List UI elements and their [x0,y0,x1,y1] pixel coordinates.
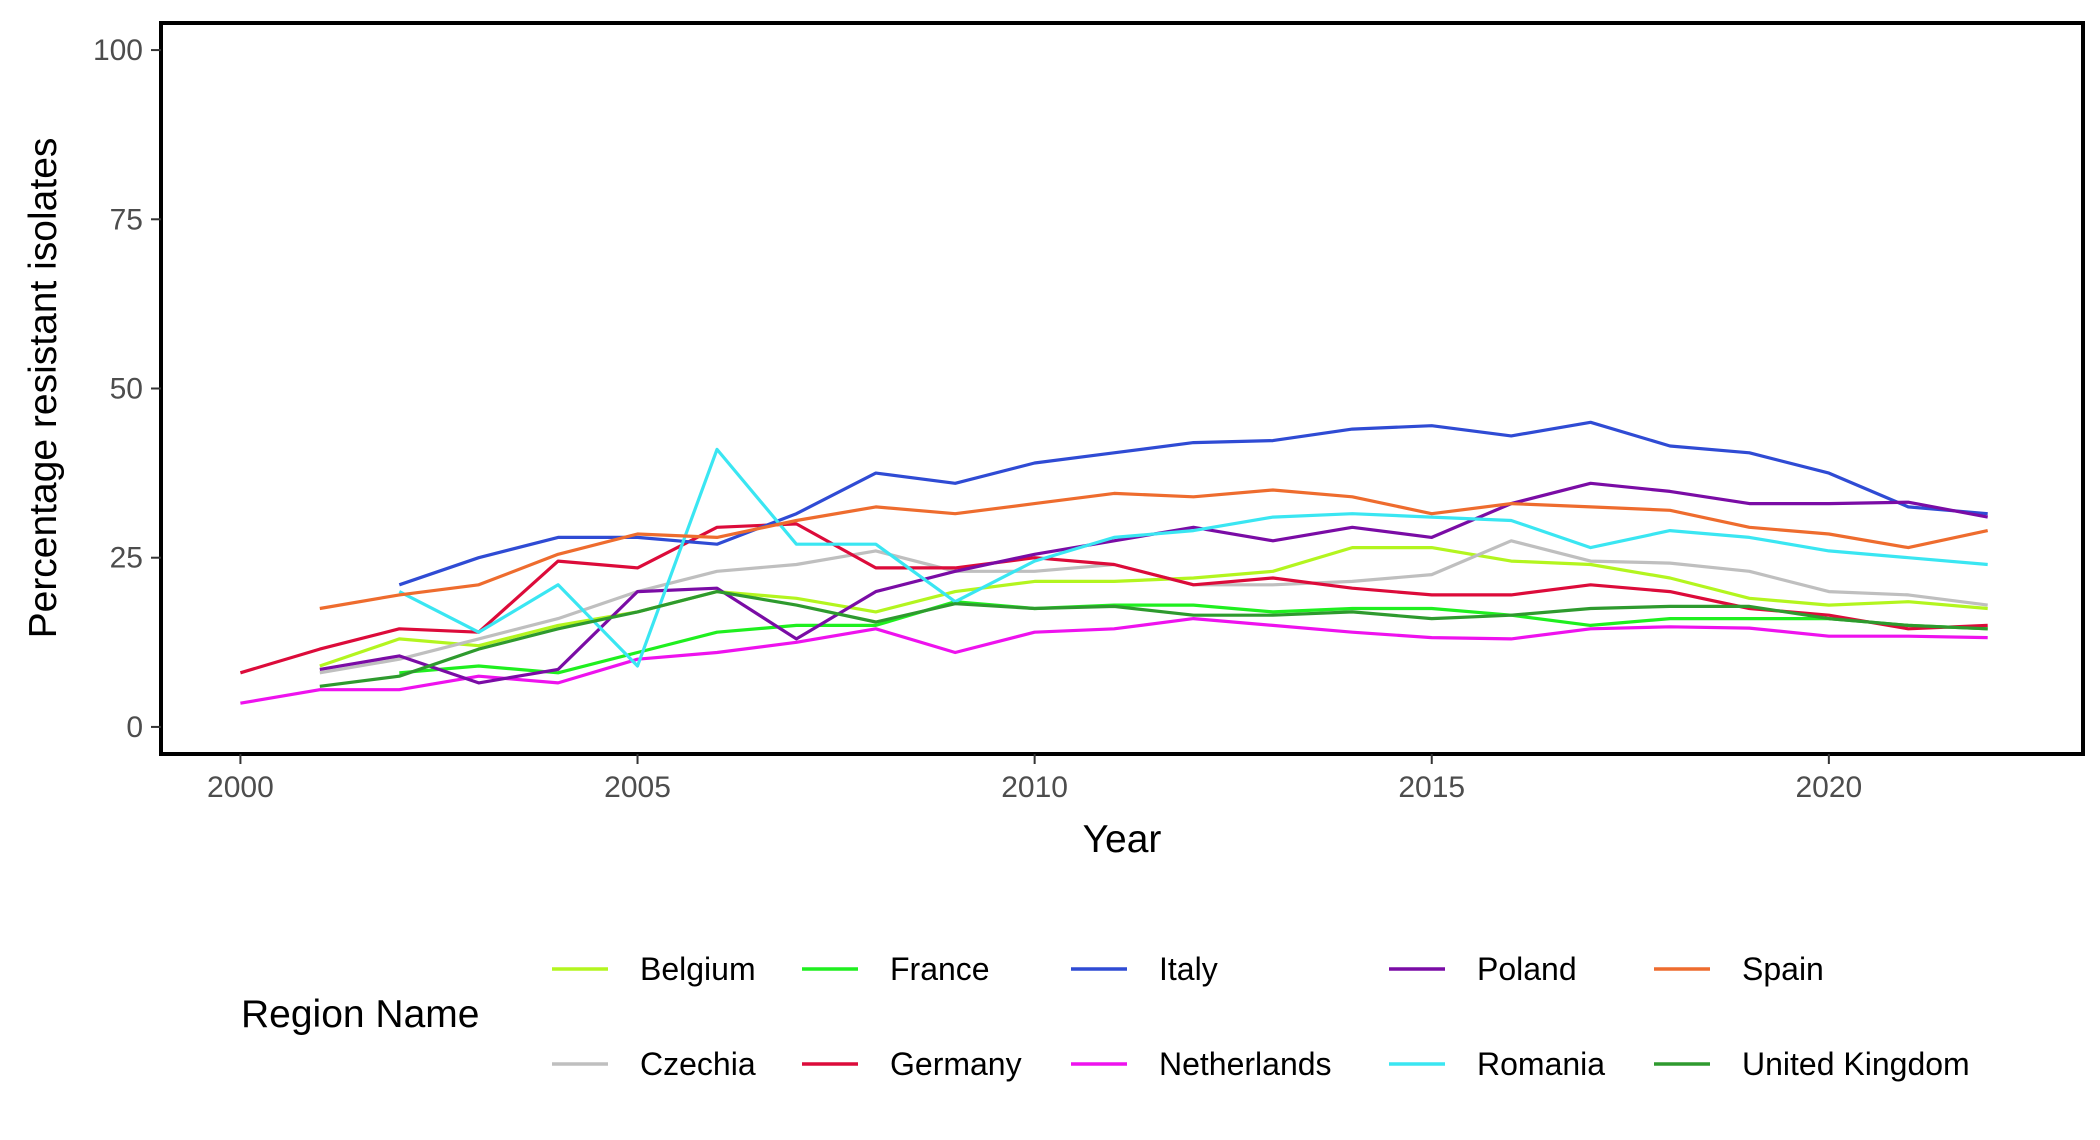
legend-label-germany: Germany [890,1046,1022,1082]
x-tick-label: 2020 [1795,771,1862,804]
y-tick-label: 75 [110,203,143,236]
y-tick-label: 0 [126,711,143,744]
series-line-netherlands [240,616,1988,705]
series-layer [239,420,1989,705]
x-axis: 2000 2005 2010 2015 2020 [207,754,1862,804]
legend: Region Name Belgium France Italy Poland Spai… [241,951,1970,1082]
series-line-france [399,600,1988,675]
legend-title: Region Name [241,993,479,1036]
series-line-belgium [319,545,1988,668]
x-tick-label: 2000 [207,771,274,804]
series-line-spain [319,488,1989,611]
series-line-poland [319,481,1988,685]
legend-label-united-kingdom: United Kingdom [1742,1046,1970,1082]
legend-label-spain: Spain [1742,951,1824,987]
x-axis-title: Year [1083,818,1162,861]
legend-label-belgium: Belgium [640,951,756,987]
series-line-italy [398,420,1988,587]
series-line-united-kingdom [319,589,1988,688]
x-tick-label: 2005 [604,771,671,804]
y-axis-title: Percentage resistant isolates [22,138,65,639]
legend-label-netherlands: Netherlands [1159,1046,1332,1082]
y-tick-label: 100 [93,34,143,67]
legend-label-poland: Poland [1477,951,1577,987]
y-axis: 0 25 50 75 100 [93,34,161,744]
legend-label-romania: Romania [1477,1046,1605,1082]
legend-label-italy: Italy [1159,951,1218,987]
legend-label-czechia: Czechia [640,1046,756,1082]
x-tick-label: 2010 [1001,771,1068,804]
y-tick-label: 25 [110,542,143,575]
legend-label-france: France [890,951,990,987]
series-line-romania [398,447,1988,668]
x-tick-label: 2015 [1398,771,1465,804]
y-tick-label: 50 [110,373,143,406]
series-line-germany [239,522,1988,675]
